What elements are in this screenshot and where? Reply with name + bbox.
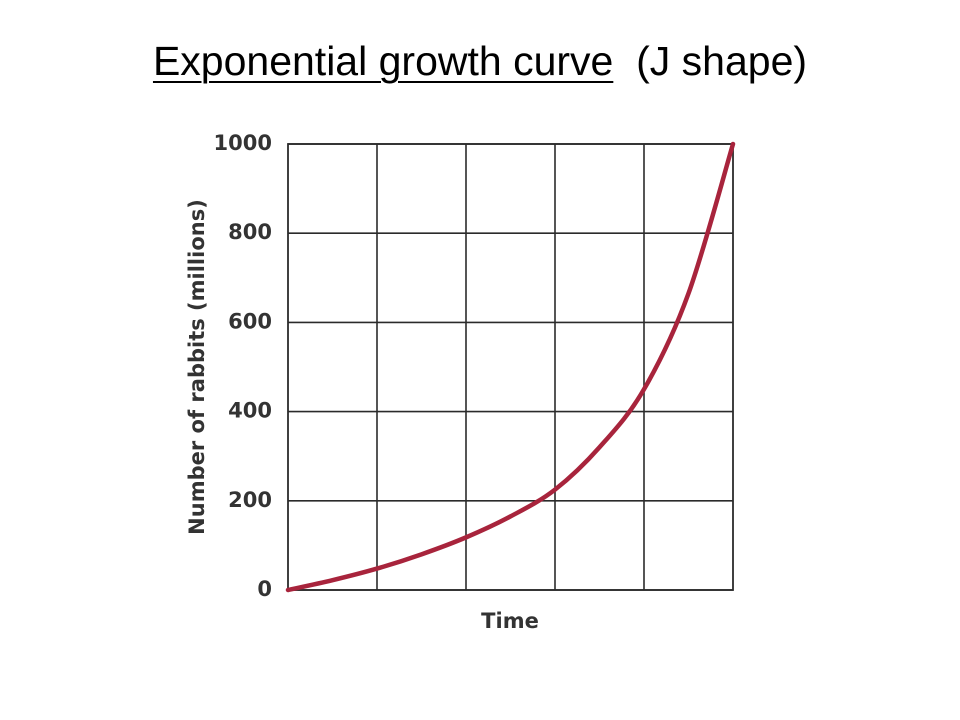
- column-lines: [376, 144, 645, 590]
- chart-subtitle: (J shape): [636, 38, 808, 84]
- chart-title: Exponential growth curve: [152, 38, 614, 84]
- y-tick-label: 1000: [214, 131, 272, 155]
- y-tick-label: 800: [228, 220, 272, 244]
- y-axis-label: Number of rabbits (millions): [185, 199, 209, 535]
- y-tick-label: 0: [257, 577, 272, 601]
- x-axis-label: Time: [481, 609, 539, 633]
- growth-curve: [285, 141, 736, 593]
- y-tick-label: 200: [228, 488, 272, 512]
- y-tick-label: 600: [228, 309, 272, 333]
- y-tick-label: 400: [228, 399, 272, 423]
- plot-frame: [287, 143, 734, 591]
- title-block: Exponential growth curve (J shape): [0, 38, 960, 85]
